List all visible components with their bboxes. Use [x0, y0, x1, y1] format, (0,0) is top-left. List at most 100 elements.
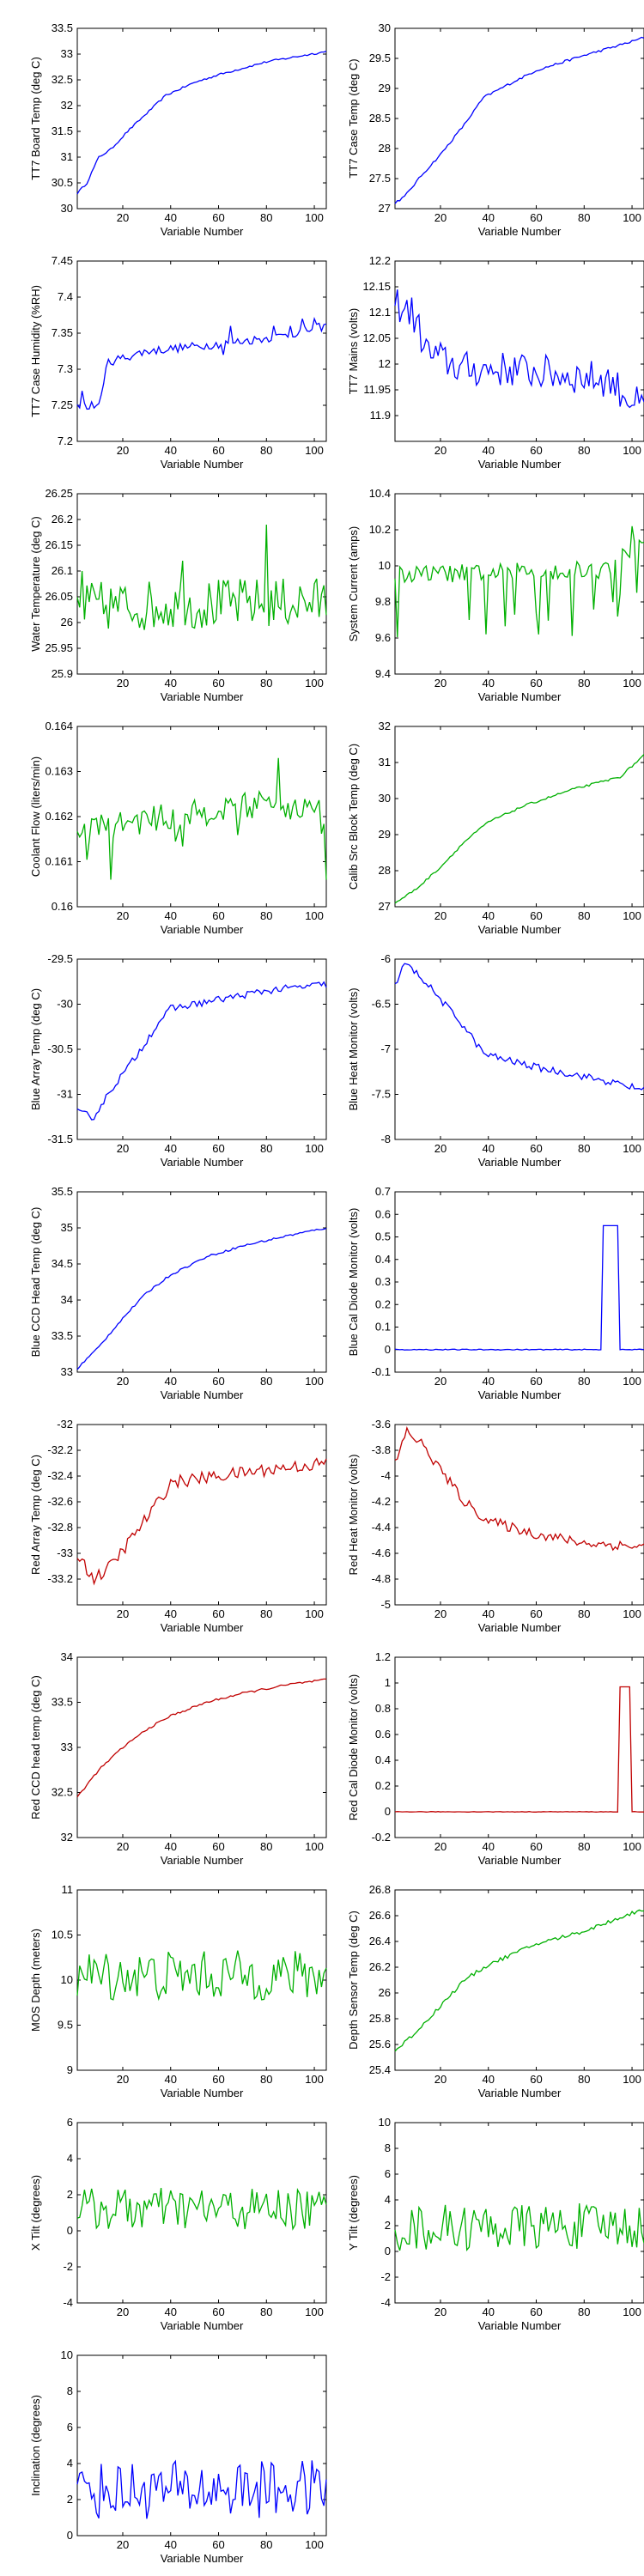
x-tick-label: 40	[165, 211, 177, 224]
x-tick-label: 40	[165, 2538, 177, 2551]
plot-frame	[394, 260, 644, 442]
plot-frame	[76, 958, 327, 1140]
y-tick-label: 11	[62, 1883, 74, 1896]
chart-panel-18: 20 40 60 80 100 25.4 25.6 25.8 26 26.2 26.4 26.6 26.…	[347, 1883, 644, 2099]
x-tick-label: 20	[117, 2538, 129, 2551]
y-tick-label: -32.2	[47, 1443, 73, 1456]
series-line	[76, 1227, 327, 1370]
y-axis-label: MOS Depth (meters)	[29, 1929, 42, 2032]
series-line	[76, 50, 327, 195]
x-tick-label: 80	[578, 677, 590, 690]
y-tick-label: 10.2	[369, 523, 391, 536]
y-tick-label: 7.35	[52, 326, 73, 339]
chart-panel-7: 20 40 60 80 100 0.16 0.161 0.162 0.163 0.164 Varia…	[29, 720, 327, 936]
series-line	[394, 1686, 644, 1813]
x-tick-label: 60	[530, 1142, 542, 1155]
y-tick-label: -30.5	[47, 1042, 73, 1055]
chart-panel-3: 20 40 60 80 100 7.2 7.25 7.3 7.35 7.4 7.45 Variable…	[29, 254, 327, 471]
y-tick-label: 0.4	[375, 1753, 391, 1766]
series-line	[76, 1457, 327, 1586]
x-tick-label: 40	[165, 2073, 177, 2086]
y-axis-label: Red Heat Monitor (volts)	[347, 1455, 360, 1576]
x-tick-label: 60	[212, 1375, 224, 1388]
x-tick-label: 80	[260, 2538, 272, 2551]
x-tick-label: 20	[117, 444, 129, 457]
series-line	[394, 289, 644, 409]
x-tick-label: 20	[117, 211, 129, 224]
y-tick-label: 9.8	[375, 595, 391, 608]
y-tick-label: -33	[57, 1546, 73, 1559]
x-tick-label: 40	[483, 2306, 495, 2318]
x-tick-label: 60	[212, 2073, 224, 2086]
x-tick-label: 100	[623, 2073, 641, 2086]
y-tick-label: 0	[67, 2224, 73, 2237]
y-tick-label: -4.8	[372, 1572, 391, 1585]
series-line	[76, 2188, 327, 2231]
x-tick-label: 60	[212, 1840, 224, 1853]
y-tick-label: 34	[61, 1293, 73, 1306]
plot-frame	[394, 1424, 644, 1606]
x-tick-label: 40	[483, 909, 495, 922]
plot-frame	[394, 2122, 644, 2304]
x-tick-label: 100	[305, 2306, 324, 2318]
y-axis-label: Y Tilt (degrees)	[347, 2175, 360, 2251]
plot-frame	[76, 1424, 327, 1606]
y-tick-label: 0.6	[375, 1728, 391, 1741]
y-tick-label: 30	[379, 792, 391, 805]
x-tick-label: 60	[212, 1142, 224, 1155]
y-tick-label: 26.2	[52, 513, 73, 526]
plot-frame	[76, 493, 327, 675]
y-tick-label: 31	[379, 756, 391, 769]
y-tick-label: 10.4	[369, 487, 391, 500]
x-tick-label: 20	[434, 677, 447, 690]
y-tick-label: 0.162	[45, 810, 73, 823]
y-tick-label: 34	[61, 1650, 73, 1663]
x-tick-label: 100	[305, 1375, 324, 1388]
y-tick-label: 27.5	[369, 172, 391, 185]
y-tick-label: 6	[385, 2167, 391, 2180]
y-tick-label: 11.95	[363, 383, 391, 396]
y-tick-label: 8	[67, 2385, 73, 2397]
x-tick-label: 40	[483, 2073, 495, 2086]
plot-frame	[394, 1656, 644, 1838]
x-tick-label: 20	[434, 211, 447, 224]
x-tick-label: 20	[117, 909, 129, 922]
x-tick-label: 100	[305, 2073, 324, 2086]
x-tick-label: 60	[530, 2306, 542, 2318]
x-tick-label: 80	[260, 677, 272, 690]
y-tick-label: 1	[385, 1676, 391, 1689]
plot-frame	[76, 2122, 327, 2304]
x-tick-label: 60	[530, 677, 542, 690]
x-tick-label: 40	[483, 211, 495, 224]
series-line	[394, 526, 644, 638]
chart-panel-9: 20 40 60 80 100 -31.5 -31 -30.5 -30 -29.5 Variable…	[29, 952, 327, 1169]
x-axis-label: Variable Number	[478, 458, 562, 471]
x-tick-label: 100	[305, 444, 324, 457]
y-tick-label: -32.6	[47, 1495, 73, 1508]
y-tick-label: 9.4	[375, 667, 391, 680]
series-line	[76, 757, 327, 880]
x-tick-label: 60	[212, 444, 224, 457]
y-tick-label: -2	[63, 2260, 73, 2273]
y-tick-label: -31	[57, 1088, 73, 1101]
y-tick-label: 34.5	[52, 1257, 73, 1270]
y-tick-label: -7.5	[372, 1088, 391, 1101]
x-tick-label: 20	[434, 2306, 447, 2318]
x-tick-label: 20	[117, 2306, 129, 2318]
y-tick-label: 9.5	[58, 2019, 73, 2032]
y-tick-label: -0.2	[372, 1831, 391, 1844]
y-tick-label: 0.161	[45, 855, 73, 868]
x-axis-label: Variable Number	[478, 1156, 562, 1169]
x-tick-label: 100	[623, 1840, 641, 1853]
x-tick-label: 80	[578, 2073, 590, 2086]
y-tick-label: -32.4	[47, 1469, 73, 1482]
x-tick-label: 20	[434, 1607, 447, 1620]
y-tick-label: 0.6	[375, 1207, 391, 1220]
y-tick-label: 33.5	[52, 21, 73, 34]
y-tick-label: -6.5	[372, 998, 391, 1011]
x-tick-label: 80	[578, 444, 590, 457]
plot-frame	[394, 1889, 644, 2071]
x-axis-label: Variable Number	[161, 923, 244, 936]
x-tick-label: 60	[530, 909, 542, 922]
plot-frame	[76, 2354, 327, 2537]
